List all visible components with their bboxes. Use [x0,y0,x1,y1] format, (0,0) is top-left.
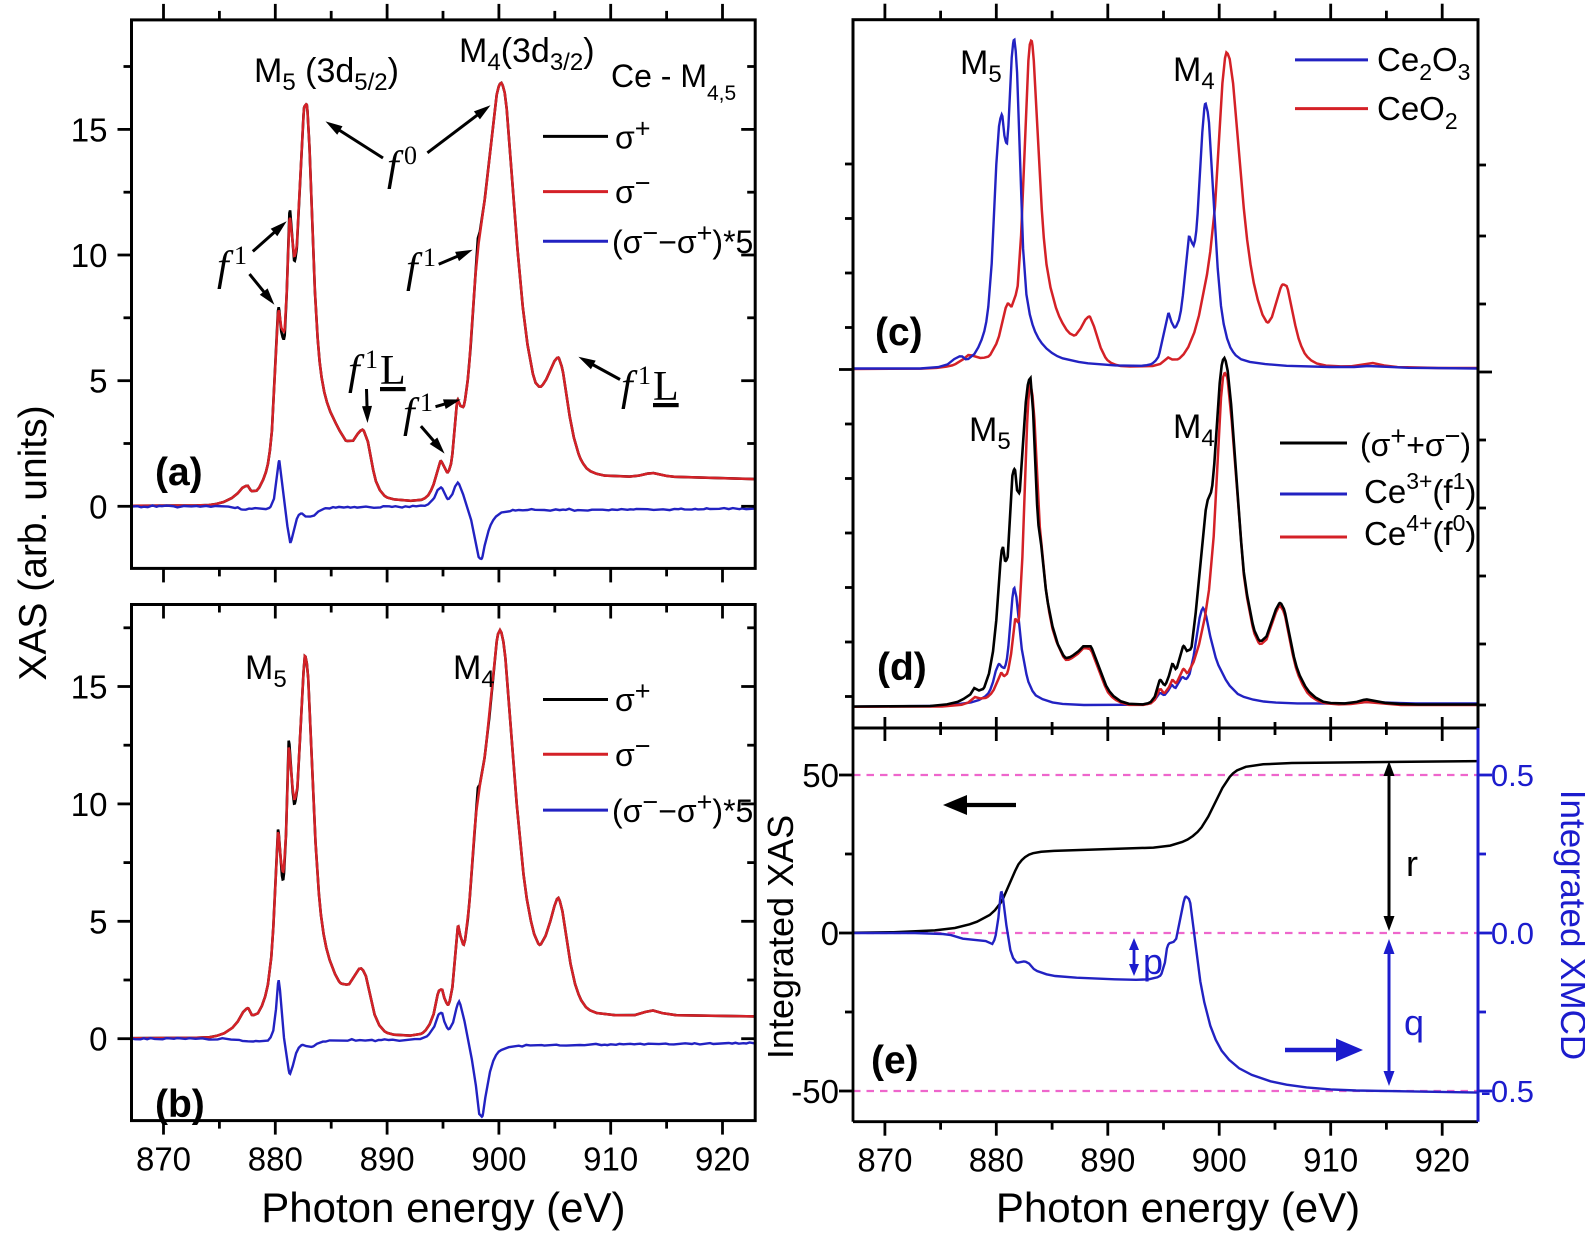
svg-text:0.0: 0.0 [1491,916,1534,951]
svg-text:(σ−−σ+)*5: (σ−−σ+)*5 [612,787,753,829]
svg-text:15: 15 [71,669,108,706]
svg-text:Ce4+(f0): Ce4+(f0) [1364,510,1476,552]
svg-text:M5: M5 [245,649,287,693]
svg-text:(b): (b) [155,1083,205,1126]
svg-text:Ce3+(f1): Ce3+(f1) [1364,468,1476,510]
svg-text:σ+: σ+ [615,676,651,718]
svg-text:1: 1 [234,241,247,270]
svg-text:M4(3d3/2): M4(3d3/2) [459,32,595,76]
svg-text:p: p [1143,941,1163,982]
svg-text:M4: M4 [1173,51,1215,95]
svg-text:880: 880 [248,1141,303,1178]
svg-text:XAS (arb. units): XAS (arb. units) [12,405,55,680]
svg-text:f: f [621,364,638,410]
svg-text:L: L [380,348,406,394]
svg-text:Ce2O3: Ce2O3 [1377,41,1470,85]
svg-text:f: f [348,348,365,394]
svg-text:(a): (a) [155,451,203,494]
svg-text:900: 900 [471,1141,526,1178]
svg-text:0: 0 [404,141,417,170]
svg-text:0.5: 0.5 [1491,758,1534,793]
svg-text:920: 920 [1415,1142,1470,1179]
svg-text:(d): (d) [877,646,927,689]
svg-text:50: 50 [802,757,839,794]
svg-text:0: 0 [89,1021,107,1058]
svg-text:(σ−−σ+)*5: (σ−−σ+)*5 [612,218,753,260]
svg-text:5: 5 [89,903,107,940]
svg-text:880: 880 [969,1142,1024,1179]
svg-text:(c): (c) [875,311,923,354]
svg-text:Ce - M4,5: Ce - M4,5 [611,58,736,105]
svg-text:CeO2: CeO2 [1377,90,1458,134]
svg-text:920: 920 [695,1141,750,1178]
svg-text:M4: M4 [453,649,495,693]
svg-text:910: 910 [583,1141,638,1178]
svg-text:-0.5: -0.5 [1481,1074,1534,1109]
svg-text:M4: M4 [1173,408,1215,452]
svg-text:0: 0 [821,915,839,952]
svg-text:Photon energy (eV): Photon energy (eV) [996,1184,1360,1231]
svg-text:5: 5 [89,363,107,400]
svg-text:M5: M5 [969,411,1011,455]
svg-text:q: q [1404,1002,1424,1043]
svg-text:1: 1 [420,388,433,417]
svg-text:M5 (3d5/2): M5 (3d5/2) [254,52,399,96]
svg-text:(e): (e) [871,1039,919,1082]
svg-text:σ−: σ− [615,731,651,773]
svg-text:-50: -50 [791,1073,839,1110]
svg-text:σ−: σ− [615,168,651,210]
svg-text:890: 890 [360,1141,415,1178]
svg-text:Integrated XAS: Integrated XAS [760,815,801,1059]
svg-text:870: 870 [857,1142,912,1179]
svg-text:0: 0 [89,488,107,525]
svg-text:1: 1 [638,361,651,390]
svg-text:1: 1 [423,243,436,272]
svg-text:f: f [387,144,404,190]
svg-text:10: 10 [71,237,108,274]
svg-text:15: 15 [71,111,108,148]
svg-text:Integrated XMCD: Integrated XMCD [1553,790,1585,1060]
svg-text:890: 890 [1080,1142,1135,1179]
svg-text:M5: M5 [960,44,1002,88]
svg-text:L: L [653,364,679,410]
svg-text:1: 1 [365,345,378,374]
svg-text:910: 910 [1303,1142,1358,1179]
svg-text:(σ++σ−): (σ++σ−) [1360,421,1471,463]
svg-text:f: f [403,391,420,437]
svg-text:f: f [406,246,423,292]
svg-text:f: f [217,244,234,290]
svg-text:870: 870 [136,1141,191,1178]
svg-text:Photon energy (eV): Photon energy (eV) [261,1184,625,1231]
svg-text:900: 900 [1192,1142,1247,1179]
svg-text:σ+: σ+ [615,113,651,155]
svg-text:r: r [1406,843,1418,884]
svg-text:10: 10 [71,786,108,823]
